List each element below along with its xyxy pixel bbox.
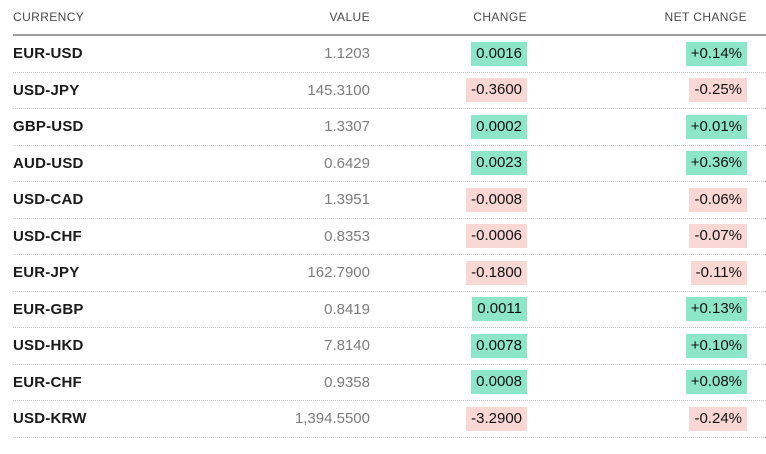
column-header-change: CHANGE: [473, 10, 527, 24]
currency-pair-label: AUD-USD: [13, 154, 84, 172]
currency-value: 162.7900: [307, 264, 370, 282]
currency-pair-label: EUR-GBP: [13, 300, 84, 318]
change-badge: -0.0008: [466, 187, 527, 212]
net-change-cell: -0.06%: [527, 187, 747, 212]
table-row-eur-jpy[interactable]: EUR-JPY 162.7900 -0.1800 -0.11%: [13, 255, 766, 292]
table-header-row: CURRENCY VALUE CHANGE NET CHANGE: [13, 0, 766, 36]
column-header-currency: CURRENCY: [13, 10, 85, 24]
currency-pair-label: EUR-CHF: [13, 373, 82, 391]
net-change-cell: +0.14%: [527, 41, 747, 66]
net-change-badge: -0.11%: [690, 260, 747, 285]
net-change-badge: -0.07%: [689, 224, 747, 249]
net-change-cell: +0.13%: [527, 297, 747, 322]
change-badge: 0.0008: [471, 370, 527, 395]
table-row-usd-chf[interactable]: USD-CHF 0.8353 -0.0006 -0.07%: [13, 219, 766, 255]
net-change-cell: +0.36%: [527, 151, 747, 176]
change-badge: -0.1800: [466, 260, 527, 285]
table-row-aud-usd[interactable]: AUD-USD 0.6429 0.0023 +0.36%: [13, 146, 766, 182]
change-cell: 0.0078: [370, 333, 527, 358]
fx-rates-table: CURRENCY VALUE CHANGE NET CHANGE EUR-USD…: [13, 0, 766, 438]
table-row-eur-chf[interactable]: EUR-CHF 0.9358 0.0008 +0.08%: [13, 365, 766, 401]
column-header-net-change: NET CHANGE: [664, 10, 747, 24]
currency-value: 7.8140: [324, 337, 370, 355]
currency-value: 1.3951: [324, 191, 370, 209]
currency-value: 0.9358: [324, 373, 370, 391]
change-cell: 0.0011: [370, 297, 527, 322]
change-badge: -3.2900: [466, 406, 527, 431]
currency-value: 1.3307: [324, 118, 370, 136]
currency-value: 0.6429: [324, 154, 370, 172]
currency-value: 0.8419: [324, 300, 370, 318]
table-row-eur-usd[interactable]: EUR-USD 1.1203 0.0016 +0.14%: [13, 36, 766, 73]
change-cell: -0.0008: [370, 187, 527, 212]
net-change-badge: +0.36%: [685, 151, 747, 176]
table-row-usd-hkd[interactable]: USD-HKD 7.8140 0.0078 +0.10%: [13, 328, 766, 365]
change-cell: -0.0006: [370, 224, 527, 249]
net-change-cell: +0.01%: [527, 114, 747, 139]
table-row-gbp-usd[interactable]: GBP-USD 1.3307 0.0002 +0.01%: [13, 109, 766, 146]
net-change-badge: -0.24%: [689, 406, 747, 431]
net-change-cell: +0.08%: [527, 370, 747, 395]
currency-value: 1,394.5500: [294, 410, 370, 428]
change-cell: 0.0002: [370, 114, 527, 139]
change-badge: 0.0078: [471, 333, 527, 358]
change-cell: 0.0008: [370, 370, 527, 395]
net-change-badge: +0.14%: [685, 41, 747, 66]
currency-pair-label: GBP-USD: [13, 118, 84, 136]
net-change-cell: +0.10%: [527, 333, 747, 358]
net-change-badge: +0.01%: [685, 114, 747, 139]
change-cell: 0.0016: [370, 41, 527, 66]
net-change-badge: -0.25%: [689, 78, 747, 103]
change-badge: 0.0016: [471, 41, 527, 66]
change-badge: -0.3600: [466, 78, 527, 103]
currency-value: 0.8353: [324, 227, 370, 245]
table-row-usd-krw[interactable]: USD-KRW 1,394.5500 -3.2900 -0.24%: [13, 401, 766, 438]
change-cell: -3.2900: [370, 406, 527, 431]
currency-pair-label: USD-JPY: [13, 81, 80, 99]
change-cell: -0.3600: [370, 78, 527, 103]
net-change-cell: -0.07%: [527, 224, 747, 249]
change-cell: -0.1800: [370, 260, 527, 285]
currency-value: 1.1203: [324, 45, 370, 63]
currency-pair-label: USD-KRW: [13, 410, 87, 428]
net-change-cell: -0.24%: [527, 406, 747, 431]
table-row-usd-cad[interactable]: USD-CAD 1.3951 -0.0008 -0.06%: [13, 182, 766, 219]
change-cell: 0.0023: [370, 151, 527, 176]
currency-pair-label: USD-HKD: [13, 337, 84, 355]
change-badge: -0.0006: [466, 224, 527, 249]
net-change-cell: -0.11%: [527, 260, 747, 285]
column-header-value: VALUE: [329, 10, 370, 24]
currency-value: 145.3100: [307, 81, 370, 99]
table-row-usd-jpy[interactable]: USD-JPY 145.3100 -0.3600 -0.25%: [13, 73, 766, 109]
change-badge: 0.0023: [471, 151, 527, 176]
change-badge: 0.0002: [471, 114, 527, 139]
table-row-eur-gbp[interactable]: EUR-GBP 0.8419 0.0011 +0.13%: [13, 292, 766, 328]
table-body: EUR-USD 1.1203 0.0016 +0.14% USD-JPY 145…: [13, 36, 766, 438]
net-change-badge: +0.13%: [685, 297, 747, 322]
net-change-badge: +0.08%: [685, 370, 747, 395]
net-change-badge: -0.06%: [689, 187, 747, 212]
currency-pair-label: USD-CAD: [13, 191, 84, 209]
currency-pair-label: USD-CHF: [13, 227, 82, 245]
currency-pair-label: EUR-USD: [13, 45, 83, 63]
net-change-cell: -0.25%: [527, 78, 747, 103]
change-badge: 0.0011: [472, 297, 527, 322]
currency-pair-label: EUR-JPY: [13, 264, 80, 282]
net-change-badge: +0.10%: [685, 333, 747, 358]
